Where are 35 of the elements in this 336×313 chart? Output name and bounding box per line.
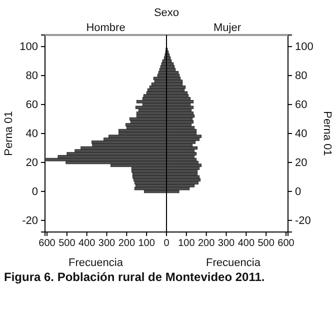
x-tick-label: 500 <box>258 238 275 250</box>
y-tick-label: 60 <box>295 99 308 112</box>
y-tick-label: 60 <box>26 99 38 112</box>
y-tick-label: 80 <box>26 70 38 82</box>
x-tick-label: 300 <box>218 238 236 250</box>
x-tick-label: 200 <box>118 238 136 250</box>
y-tick-label: -20 <box>295 214 311 227</box>
y-axis-title: Perna 01 <box>321 111 333 156</box>
y-tick-label: 20 <box>26 156 38 169</box>
x-tick-label: 200 <box>198 238 216 250</box>
chart-title: Hombre <box>86 22 126 34</box>
y-tick-label: 100 <box>295 41 314 54</box>
y-tick-label: 100 <box>20 41 38 54</box>
y-tick-label: 0 <box>32 186 38 198</box>
y-tick-label: 80 <box>295 70 308 82</box>
x-tick-label: 600 <box>278 238 295 250</box>
chart-title: Mujer <box>213 22 242 34</box>
y-axis-title: Perna 01 <box>3 111 15 156</box>
x-tick-label: 0 <box>164 238 170 250</box>
y-tick-label: 20 <box>295 156 308 169</box>
y-tick-label: 40 <box>26 128 38 140</box>
x-tick-label: 100 <box>138 238 156 250</box>
y-tick-label: -20 <box>22 214 38 227</box>
x-axis-title: Frecuencia <box>206 257 262 269</box>
y-tick-label: 0 <box>295 186 302 198</box>
text: Figura 6. Población rural de Montevideo 2011. <box>4 270 265 284</box>
x-tick-label: 500 <box>58 238 76 250</box>
x-tick-label: 100 <box>178 238 196 250</box>
x-tick-label: 600 <box>38 238 56 250</box>
x-tick-label: 300 <box>98 238 116 250</box>
x-tick-label: 400 <box>238 238 255 250</box>
text: Sexo <box>154 7 180 19</box>
y-tick-label: 40 <box>295 128 308 140</box>
x-axis-title: Frecuencia <box>68 257 124 269</box>
x-tick-label: 400 <box>78 238 96 250</box>
